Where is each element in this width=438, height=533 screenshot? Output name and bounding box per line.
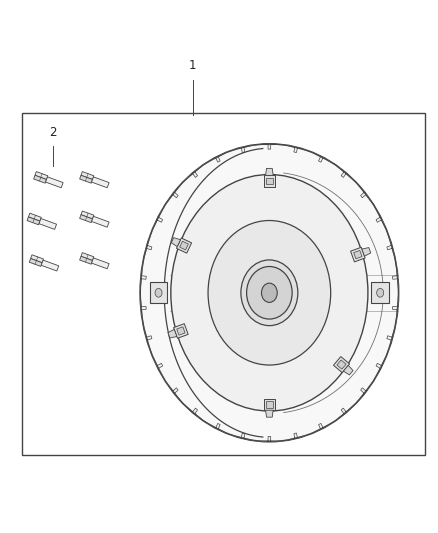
Polygon shape bbox=[27, 217, 40, 225]
Polygon shape bbox=[337, 360, 346, 369]
Polygon shape bbox=[29, 259, 42, 266]
Polygon shape bbox=[350, 247, 365, 262]
Polygon shape bbox=[256, 144, 283, 149]
Polygon shape bbox=[28, 213, 41, 221]
Polygon shape bbox=[92, 177, 109, 188]
Bar bbox=[22, 113, 425, 455]
Polygon shape bbox=[356, 381, 374, 403]
Polygon shape bbox=[374, 353, 387, 381]
Ellipse shape bbox=[377, 288, 384, 297]
Polygon shape bbox=[165, 182, 183, 205]
Polygon shape bbox=[309, 151, 334, 164]
Polygon shape bbox=[168, 329, 177, 338]
Polygon shape bbox=[265, 168, 273, 175]
Polygon shape bbox=[264, 175, 275, 187]
Polygon shape bbox=[150, 282, 167, 303]
Polygon shape bbox=[140, 262, 146, 293]
Polygon shape bbox=[80, 175, 92, 183]
Polygon shape bbox=[39, 219, 57, 229]
Polygon shape bbox=[354, 251, 362, 259]
Polygon shape bbox=[356, 182, 374, 205]
Polygon shape bbox=[152, 205, 165, 232]
Text: 1: 1 bbox=[189, 59, 197, 71]
Polygon shape bbox=[266, 401, 272, 408]
Polygon shape bbox=[283, 144, 309, 152]
Polygon shape bbox=[35, 172, 48, 180]
Polygon shape bbox=[334, 403, 356, 422]
Polygon shape bbox=[143, 324, 152, 353]
Ellipse shape bbox=[261, 283, 277, 302]
Polygon shape bbox=[177, 238, 191, 253]
Polygon shape bbox=[362, 247, 371, 256]
Polygon shape bbox=[183, 403, 205, 422]
Polygon shape bbox=[371, 282, 389, 303]
Polygon shape bbox=[387, 232, 396, 262]
Ellipse shape bbox=[247, 266, 292, 319]
Polygon shape bbox=[266, 178, 272, 184]
Polygon shape bbox=[230, 433, 256, 441]
Polygon shape bbox=[230, 144, 256, 152]
Polygon shape bbox=[205, 422, 230, 434]
Polygon shape bbox=[152, 353, 165, 381]
Polygon shape bbox=[283, 433, 309, 441]
Polygon shape bbox=[173, 324, 188, 338]
Ellipse shape bbox=[155, 288, 162, 297]
Polygon shape bbox=[140, 293, 146, 324]
Polygon shape bbox=[180, 241, 188, 250]
Polygon shape bbox=[46, 177, 63, 188]
Polygon shape bbox=[333, 357, 350, 373]
Polygon shape bbox=[392, 262, 399, 293]
Polygon shape bbox=[143, 232, 152, 262]
Ellipse shape bbox=[241, 260, 298, 326]
Polygon shape bbox=[80, 256, 92, 264]
Polygon shape bbox=[334, 164, 356, 182]
Polygon shape bbox=[343, 365, 353, 375]
Polygon shape bbox=[392, 293, 399, 324]
Polygon shape bbox=[34, 175, 46, 183]
Polygon shape bbox=[165, 381, 183, 403]
Polygon shape bbox=[81, 253, 94, 261]
Polygon shape bbox=[309, 422, 334, 434]
Polygon shape bbox=[387, 324, 396, 353]
Ellipse shape bbox=[140, 144, 399, 442]
Polygon shape bbox=[183, 164, 205, 182]
Polygon shape bbox=[177, 327, 185, 335]
Polygon shape bbox=[41, 260, 59, 271]
Polygon shape bbox=[92, 258, 109, 269]
Polygon shape bbox=[374, 205, 387, 232]
Polygon shape bbox=[205, 151, 230, 164]
Polygon shape bbox=[81, 211, 94, 219]
Polygon shape bbox=[171, 238, 180, 247]
Polygon shape bbox=[265, 410, 273, 417]
Polygon shape bbox=[256, 437, 283, 442]
Ellipse shape bbox=[171, 174, 368, 411]
Polygon shape bbox=[80, 215, 92, 223]
Text: 2: 2 bbox=[49, 126, 57, 140]
Polygon shape bbox=[264, 399, 275, 410]
Polygon shape bbox=[81, 172, 94, 180]
Ellipse shape bbox=[208, 221, 331, 365]
Polygon shape bbox=[92, 216, 109, 227]
Polygon shape bbox=[31, 255, 43, 263]
